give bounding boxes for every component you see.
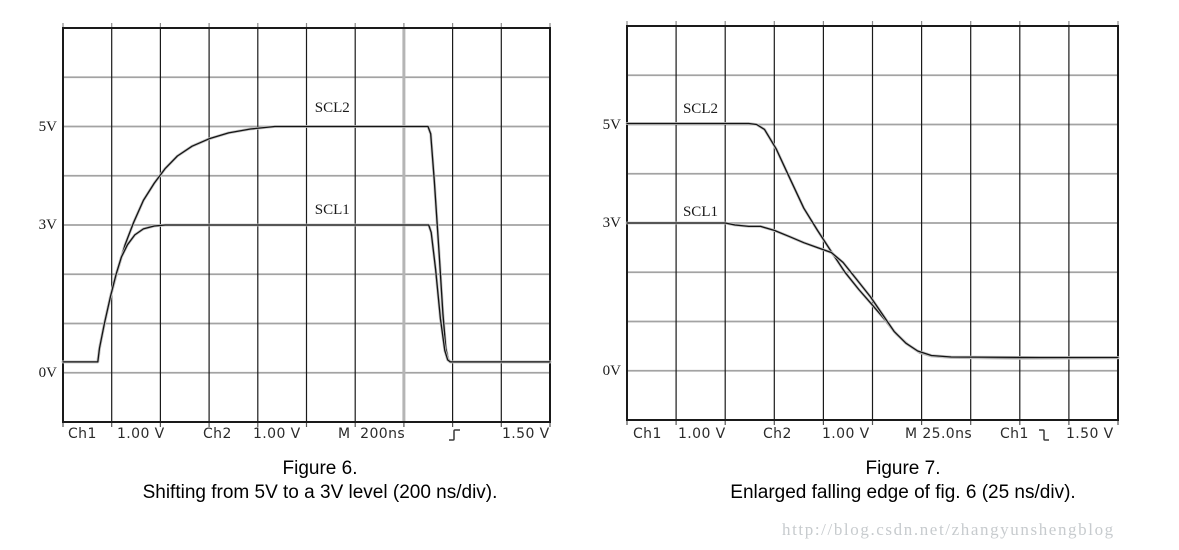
ch2-scale: 1.00 V xyxy=(253,426,301,442)
trace-label-scl1: SCL1 xyxy=(314,202,350,219)
figure-6-caption-title: Figure 6. xyxy=(282,458,358,479)
y-axis-label-3v: 3V xyxy=(602,215,621,231)
ch1-label: Ch1 xyxy=(68,426,97,442)
trace-label-scl2: SCL2 xyxy=(682,100,718,117)
ch2-label: Ch2 xyxy=(763,426,792,442)
trace-label-scl2: SCL2 xyxy=(314,99,350,116)
ch1-label: Ch1 xyxy=(633,426,662,442)
trigger-level: 1.50 V xyxy=(502,426,550,442)
waveform-grid-fig7 xyxy=(625,21,1120,425)
timebase-label: M 25.0ns xyxy=(905,426,973,442)
figure-7-caption: Figure 7. Enlarged falling edge of fig. … xyxy=(628,457,1178,505)
trigger-source: Ch1 xyxy=(1000,426,1029,442)
timebase-label: M 200ns xyxy=(338,426,406,442)
waveform-grid-fig6 xyxy=(61,23,552,427)
y-axis-label-3v: 3V xyxy=(38,217,57,233)
ch2-scale: 1.00 V xyxy=(822,426,870,442)
ch1-scale: 1.00 V xyxy=(678,426,726,442)
ch2-label: Ch2 xyxy=(203,426,232,442)
y-axis-label-0v: 0V xyxy=(602,362,621,379)
rising-edge-icon xyxy=(448,427,462,448)
y-axis-label-5v: 5V xyxy=(38,118,57,135)
y-axis-label-0v: 0V xyxy=(38,364,57,381)
figure-6-caption-text: Shifting from 5V to a 3V level (200 ns/d… xyxy=(142,482,498,503)
y-axis-label-5v: 5V xyxy=(602,116,621,133)
ch1-scale: 1.00 V xyxy=(117,426,165,442)
figure-6-caption: Figure 6. Shifting from 5V to a 3V level… xyxy=(0,457,640,505)
figure-7-caption-text: Enlarged falling edge of fig. 6 (25 ns/d… xyxy=(730,482,1076,503)
trace-label-scl1: SCL1 xyxy=(682,204,718,221)
watermark-url: http://blog.csdn.net/zhangyunshengblog xyxy=(782,520,1115,539)
trigger-level: 1.50 V xyxy=(1066,426,1114,442)
falling-edge-icon xyxy=(1038,427,1052,448)
figure-7-caption-title: Figure 7. xyxy=(865,458,941,479)
